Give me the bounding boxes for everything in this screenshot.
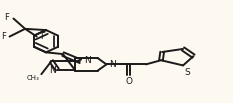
Text: CH₃: CH₃ xyxy=(26,75,39,81)
Text: N: N xyxy=(109,60,116,69)
Text: F: F xyxy=(1,32,6,41)
Text: S: S xyxy=(184,68,190,77)
Text: F: F xyxy=(4,13,9,22)
Text: N: N xyxy=(84,56,91,65)
Text: N: N xyxy=(49,66,56,75)
Text: F: F xyxy=(40,32,45,41)
Text: O: O xyxy=(126,77,133,86)
